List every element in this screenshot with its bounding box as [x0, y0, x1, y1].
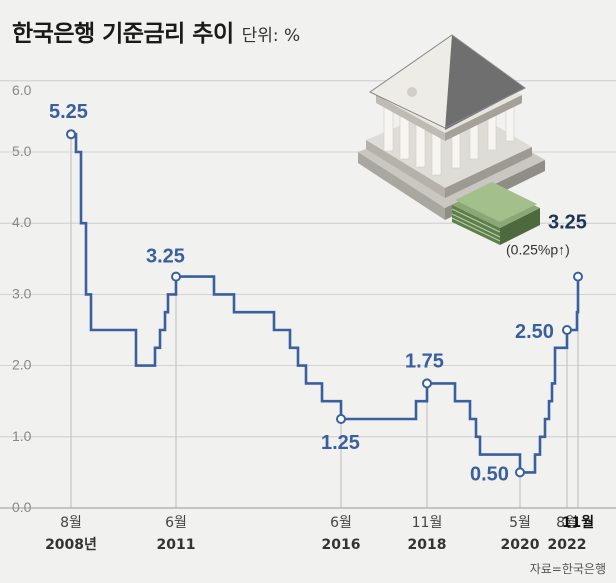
x-tick-year: 2020 — [501, 537, 540, 553]
x-tick-month: 6월 — [165, 515, 187, 531]
annotation-value: 1.25 — [321, 432, 360, 454]
y-tick-label: 6.0 — [12, 82, 32, 98]
x-tick-month: 5월 — [509, 515, 531, 531]
x-tick-year: 2008년 — [45, 537, 97, 553]
y-axis-labels: 6.0 5.0 4.0 3.0 2.0 1.0 0.0 — [12, 82, 32, 515]
rate-series-line — [71, 132, 580, 474]
x-tick-year: 2022 — [548, 537, 587, 553]
y-tick-label: 4.0 — [12, 214, 32, 230]
annotation-marker — [422, 378, 432, 389]
annotation-marker — [515, 467, 525, 478]
annotation-marker — [66, 129, 76, 140]
annotation-points: 5.25 3.25 1.25 1.75 0.50 2.50 3.25 (0.25%p↑) — [49, 101, 587, 485]
annotation-marker — [562, 325, 572, 335]
y-tick-label: 5.0 — [12, 143, 32, 159]
annotation-value: 1.75 — [405, 350, 444, 372]
x-tick-year: 2018 — [408, 537, 447, 553]
annotation-value: 5.25 — [49, 101, 88, 123]
annotation-value: 3.25 — [548, 212, 587, 234]
annotation-value: 0.50 — [470, 463, 509, 485]
annotation-marker — [171, 271, 181, 282]
x-tick-month: 11월 — [562, 514, 594, 531]
chart-title-group: 한국은행 기준금리 추이 단위: % — [12, 14, 300, 48]
unit-label: 단위: % — [241, 26, 301, 46]
annotation-value: 3.25 — [146, 246, 185, 268]
x-tick-month: 6월 — [330, 515, 352, 531]
annotation-marker — [336, 414, 346, 424]
annotation-value: 2.50 — [515, 321, 554, 343]
chart-title: 한국은행 기준금리 추이 — [12, 21, 234, 47]
y-tick-label: 3.0 — [12, 285, 32, 301]
y-tick-label: 1.0 — [12, 428, 32, 444]
annotation-note: (0.25%p↑) — [506, 242, 570, 258]
x-tick-year: 2011 — [157, 537, 196, 553]
x-tick-month: 8월 — [556, 515, 578, 531]
bank-building-icon — [358, 34, 545, 220]
annotation-marker — [573, 271, 583, 282]
x-tick-month: 8월 — [60, 515, 82, 531]
money-stack-icon — [451, 182, 540, 245]
y-tick-label: 2.0 — [12, 357, 32, 373]
x-axis-ticks: 8월 2008년 6월 2011 6월 2016 11월 2018 5월 2020 8월 2022 11… — [45, 138, 594, 553]
x-tick-month: 11월 — [412, 515, 443, 531]
x-tick-year: 2016 — [322, 537, 361, 553]
source-note: 자료=한국은행 — [529, 562, 606, 576]
y-tick-label: 0.0 — [12, 499, 32, 515]
